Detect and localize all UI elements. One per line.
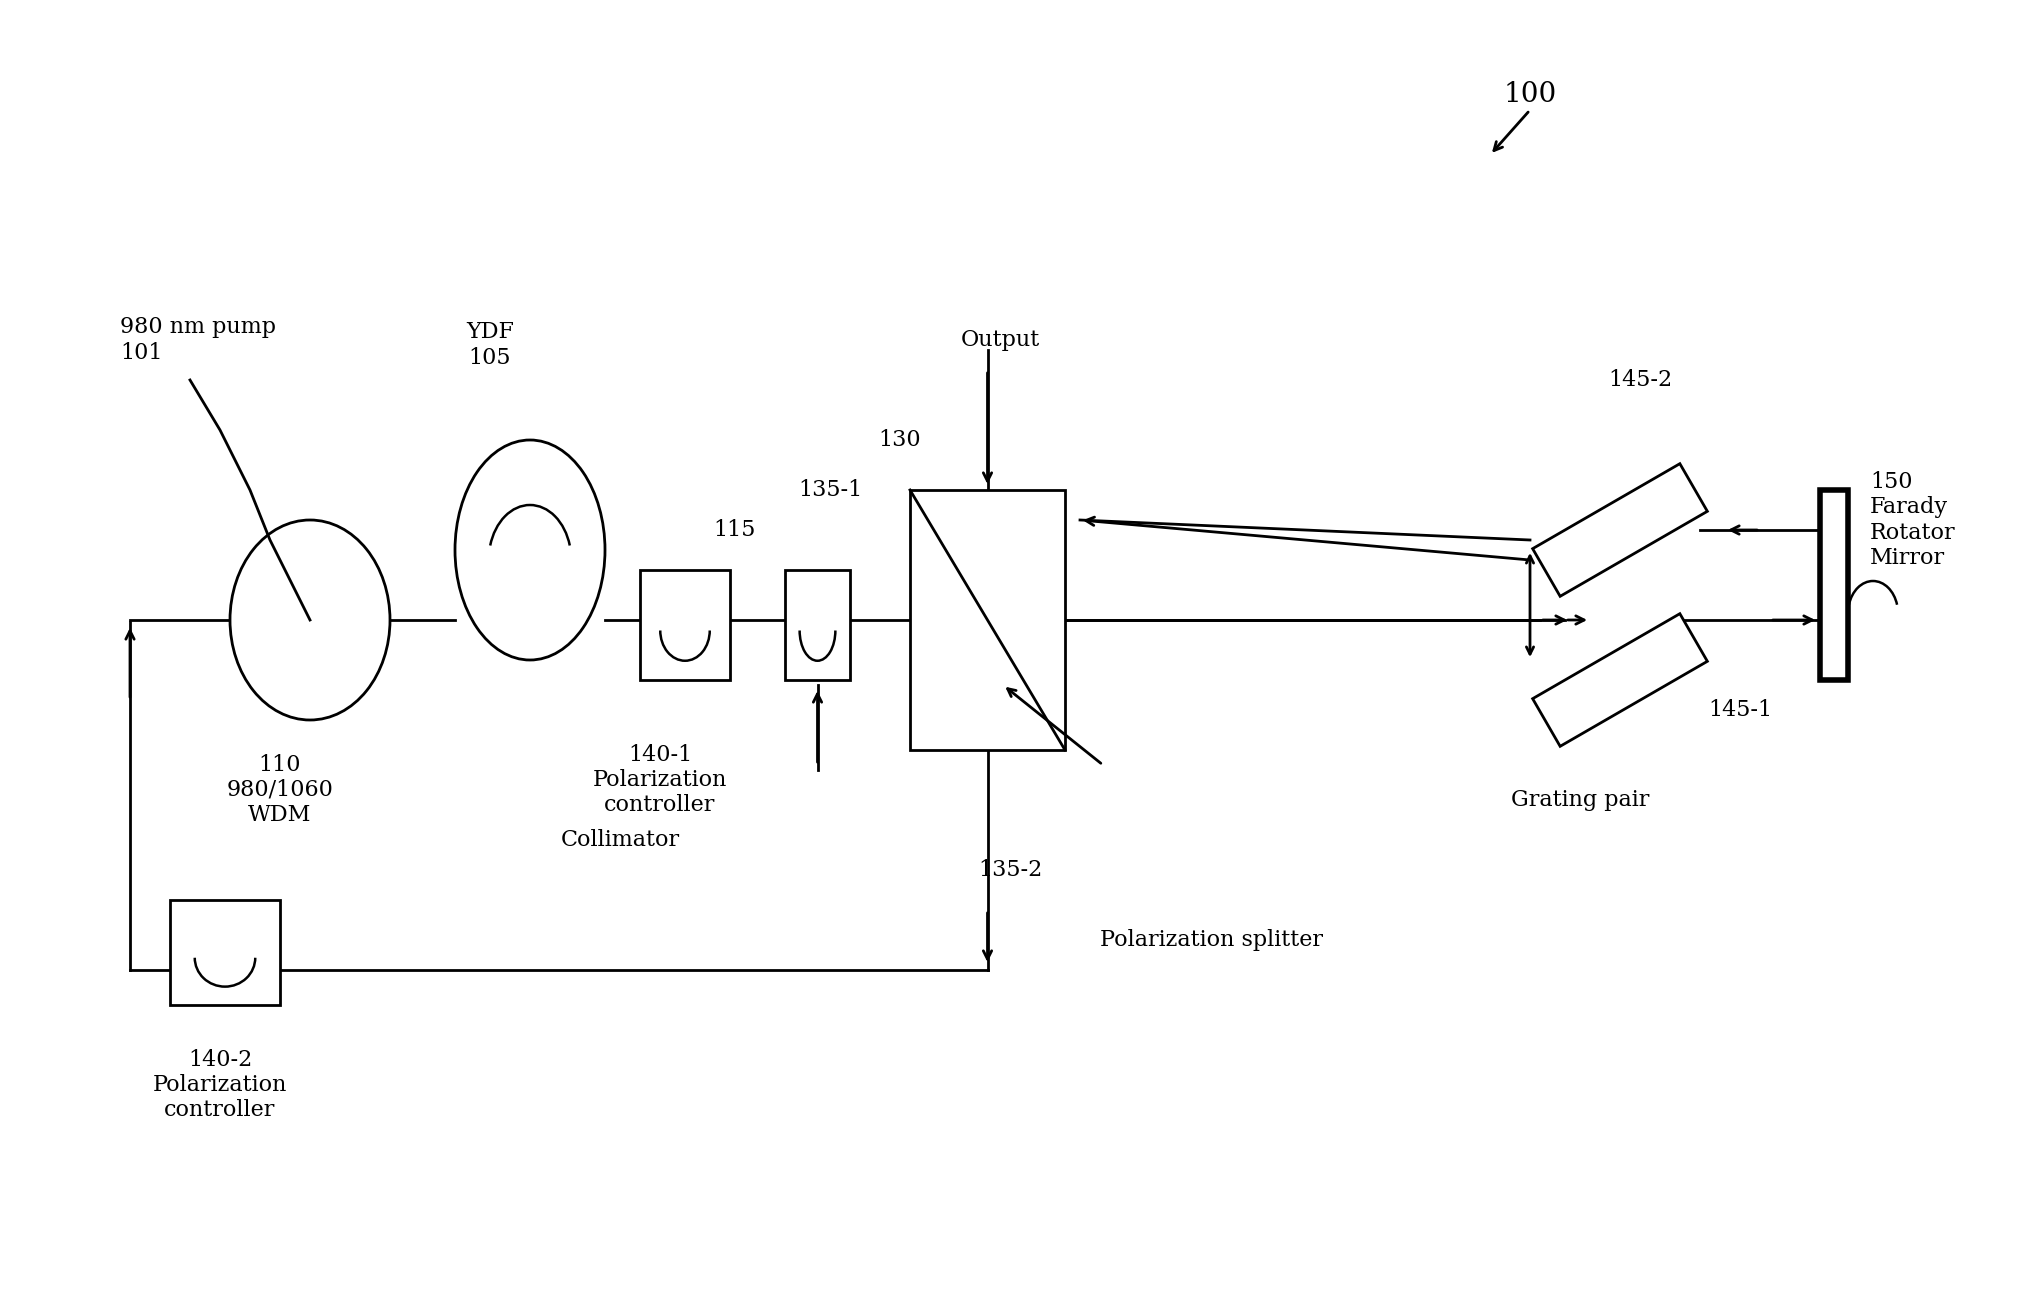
Text: 100: 100 (1504, 82, 1558, 109)
Text: Collimator: Collimator (560, 829, 679, 851)
Text: 115: 115 (713, 519, 756, 541)
Ellipse shape (456, 440, 605, 660)
Text: 140-2
Polarization
controller: 140-2 Polarization controller (153, 1048, 288, 1122)
Text: 135-2: 135-2 (977, 859, 1042, 881)
Text: 135-1: 135-1 (797, 479, 863, 501)
Ellipse shape (231, 520, 390, 720)
Bar (170, 900, 280, 1005)
Text: 140-1
Polarization
controller: 140-1 Polarization controller (593, 743, 728, 816)
Text: 110
980/1060
WDM: 110 980/1060 WDM (227, 754, 333, 826)
Text: 150
Farady
Rotator
Mirror: 150 Farady Rotator Mirror (1870, 471, 1956, 569)
Text: 130: 130 (879, 429, 922, 451)
Text: YDF
105: YDF 105 (466, 322, 513, 368)
Text: Output: Output (961, 329, 1040, 351)
Polygon shape (1533, 613, 1707, 746)
Bar (1819, 490, 1848, 680)
Text: Polarization splitter: Polarization splitter (1100, 929, 1322, 951)
Text: 145-2: 145-2 (1609, 370, 1672, 390)
Text: Grating pair: Grating pair (1511, 789, 1650, 811)
Text: 980 nm pump
101: 980 nm pump 101 (121, 316, 276, 363)
Bar (910, 490, 1065, 750)
Polygon shape (1533, 464, 1707, 597)
Bar (785, 569, 850, 680)
Text: 145-1: 145-1 (1709, 699, 1772, 721)
Bar (640, 569, 730, 680)
